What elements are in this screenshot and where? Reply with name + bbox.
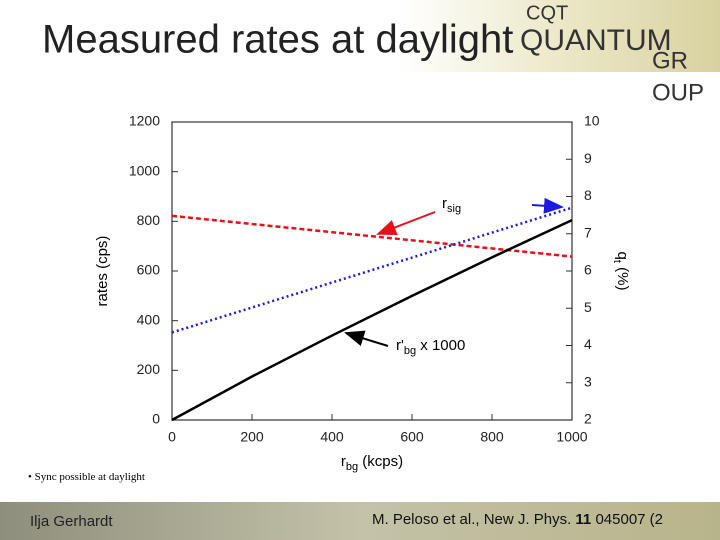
label-unit: (%)	[614, 263, 631, 291]
y-tick-label: 0	[152, 411, 160, 427]
y-tick-label: 800	[137, 212, 161, 228]
label-sub: sig	[447, 203, 461, 215]
bullet-dot: •	[28, 471, 35, 483]
annotation-arrow	[344, 330, 389, 347]
y-tick-label: 600	[137, 262, 161, 278]
x-axis-label: rbg (kcps)	[341, 453, 403, 473]
logo-line2: GR	[652, 47, 688, 74]
header-band	[400, 0, 720, 72]
label-main: r	[442, 195, 447, 212]
label-sub: bg	[404, 345, 416, 357]
y2-tick-label: 8	[584, 187, 592, 203]
label-sub: t	[611, 260, 623, 263]
label-main: r	[341, 453, 346, 470]
series-line	[171, 218, 573, 422]
annotation: rsig	[442, 195, 461, 215]
footer-author: Ilja Gerhardt	[30, 513, 113, 530]
y2-tick-label: 2	[584, 411, 592, 427]
label-unit: (kcps)	[358, 453, 403, 470]
logo-line3: OUP	[652, 79, 704, 106]
citation-volume: 11	[575, 511, 591, 528]
logo-top: CQT	[526, 2, 568, 24]
label-main: q	[614, 252, 631, 260]
bullet: • Sync possible at daylight	[28, 471, 145, 483]
y2-tick-label: 10	[584, 113, 600, 129]
footer-bar	[0, 502, 720, 540]
y2-tick-label: 5	[584, 299, 592, 315]
y-tick-label: 1200	[129, 113, 160, 129]
logo-main: QUANTUM	[520, 24, 672, 57]
x-tick-label: 600	[400, 429, 424, 445]
annotation: r'bg x 1000	[396, 337, 465, 357]
x-tick-label: 800	[480, 429, 504, 445]
y2-tick-label: 4	[584, 336, 592, 352]
citation-pre: M. Peloso et al., New J. Phys.	[372, 511, 575, 528]
y2-tick-label: 3	[584, 373, 592, 389]
series-line	[171, 214, 573, 258]
annotation-arrow	[531, 197, 564, 214]
x-tick-label: 1000	[556, 429, 587, 445]
label-suffix: x 1000	[416, 337, 465, 354]
slide-title: Measured rates at daylight	[42, 18, 513, 62]
y2-tick-label: 7	[584, 224, 592, 240]
x-tick-label: 200	[240, 429, 264, 445]
x-tick-label: 0	[168, 429, 176, 445]
y-tick-label: 200	[137, 361, 161, 377]
annotation-arrow	[376, 211, 436, 235]
y-tick-label: 1000	[129, 162, 160, 178]
label-main: r'	[396, 337, 404, 354]
y2-tick-label: 9	[584, 150, 592, 166]
plot: rates (cps) rbg (kcps) qt (%) rsig r'bg …	[94, 113, 631, 473]
y-axis-label: rates (cps)	[94, 236, 111, 307]
label-sub: bg	[346, 461, 358, 473]
y2-tick-label: 6	[584, 262, 592, 278]
y-tick-label: 400	[137, 311, 161, 327]
citation-post: 045007 (2	[591, 511, 663, 528]
bullet-text: Sync possible at daylight	[35, 471, 145, 483]
x-tick-label: 400	[320, 429, 344, 445]
y2-axis-label: qt (%)	[611, 252, 631, 291]
footer-citation: M. Peloso et al., New J. Phys. 11 045007…	[372, 511, 663, 528]
